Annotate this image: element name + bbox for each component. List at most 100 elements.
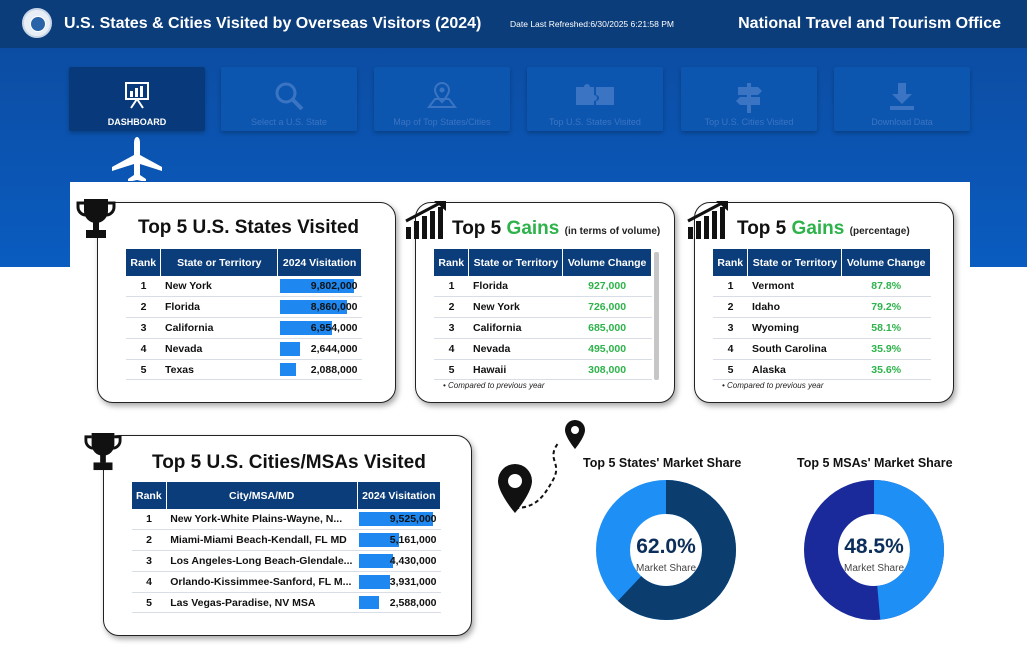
- col-visitation[interactable]: 2024 Visitation: [357, 482, 442, 509]
- header-bar: U.S. States & Cities Visited by Overseas…: [0, 0, 1027, 48]
- name-cell: New York: [468, 296, 563, 319]
- table-row[interactable]: 2 New York 726,000: [434, 296, 652, 319]
- col-visitation[interactable]: 2024 Visitation: [277, 249, 362, 276]
- name-cell: California: [160, 317, 278, 339]
- value-cell: 495,000: [562, 338, 652, 360]
- top-states-table: Rank State or Territory 2024 Visitation …: [126, 249, 362, 381]
- growth-chart-icon: [686, 199, 732, 246]
- name-cell: Wyoming: [747, 317, 842, 339]
- data-bar: [279, 300, 347, 315]
- rank-cell: 2: [126, 296, 161, 319]
- rank-cell: 4: [132, 571, 167, 593]
- col-state[interactable]: State or Territory: [160, 249, 279, 276]
- data-bar: [279, 341, 300, 356]
- table-row[interactable]: 3 California 685,000: [434, 317, 652, 339]
- top-cities-title: Top 5 U.S. Cities/MSAs Visited: [152, 452, 426, 473]
- nav-download-button[interactable]: Download Data: [834, 67, 970, 131]
- data-bar: [359, 574, 391, 589]
- table-row[interactable]: 4 Orlando-Kissimmee-Sanford, FL M... 3,931…: [132, 571, 441, 593]
- value-cell: 79.2%: [841, 296, 931, 319]
- rank-cell: 4: [126, 338, 161, 360]
- col-volume-change[interactable]: Volume Change: [841, 249, 931, 276]
- value-cell: 4,430,000: [357, 550, 441, 572]
- table-row[interactable]: 1 New York-White Plains-Wayne, N... 9,525,…: [132, 509, 441, 531]
- route-pins-icon: [495, 416, 590, 521]
- nav-select-state-button[interactable]: Select a U.S. State: [221, 67, 357, 131]
- table-row[interactable]: 5 Texas 2,088,000: [126, 359, 362, 381]
- data-bar: [279, 362, 296, 377]
- donut-main-segment[interactable]: [596, 480, 736, 620]
- value-text: 4,430,000: [389, 554, 437, 567]
- table-row[interactable]: 4 Nevada 495,000: [434, 338, 652, 360]
- table-row[interactable]: 3 Wyoming 58.1%: [713, 317, 931, 339]
- table-row[interactable]: 3 California 6,954,000: [126, 317, 362, 339]
- value-cell: 927,000: [562, 276, 652, 298]
- table-row[interactable]: 5 Alaska 35.6%: [713, 359, 931, 381]
- col-volume-change[interactable]: Volume Change: [562, 249, 652, 276]
- nav-map-button[interactable]: Map of Top States/Cities: [374, 67, 510, 131]
- nav-top-cities-button[interactable]: Top U.S. Cities Visited: [681, 67, 817, 131]
- table-row[interactable]: 1 New York 9,802,000: [126, 276, 362, 298]
- organization-name: National Travel and Tourism Office: [738, 15, 1001, 32]
- table-row[interactable]: 1 Vermont 87.8%: [713, 276, 931, 298]
- name-cell: New York-White Plains-Wayne, N...: [166, 509, 358, 531]
- table-row[interactable]: 2 Idaho 79.2%: [713, 296, 931, 319]
- msas-market-share-donut[interactable]: [804, 480, 944, 620]
- col-rank[interactable]: Rank: [126, 249, 162, 276]
- gains-volume-scrollbar[interactable]: [654, 252, 659, 380]
- value-cell: 5,161,000: [357, 529, 441, 552]
- name-cell: Vermont: [747, 276, 842, 298]
- airplane-icon: [108, 135, 166, 186]
- chart-board-icon: [124, 81, 150, 111]
- value-text: 2,088,000: [310, 363, 358, 376]
- map-pin-icon: [427, 81, 457, 111]
- trophy-icon: [84, 430, 122, 479]
- value-text: 6,954,000: [310, 321, 358, 334]
- name-cell: Alaska: [747, 359, 842, 381]
- donut-main-segment[interactable]: [804, 480, 944, 620]
- col-rank[interactable]: Rank: [434, 249, 470, 276]
- col-state[interactable]: State or Territory: [468, 249, 564, 276]
- table-row[interactable]: 3 Los Angeles-Long Beach-Glendale... 4,430…: [132, 550, 441, 572]
- rank-cell: 5: [713, 359, 748, 381]
- table-row[interactable]: 2 Florida 8,860,000: [126, 296, 362, 319]
- nav-dashboard-button[interactable]: DASHBOARD: [69, 67, 205, 131]
- states-market-share-donut[interactable]: [596, 480, 736, 620]
- refresh-timestamp: Date Last Refreshed:6/30/2025 6:21:58 PM: [510, 19, 674, 29]
- col-state[interactable]: State or Territory: [747, 249, 843, 276]
- value-cell: 8,860,000: [277, 296, 362, 319]
- name-cell: Nevada: [160, 338, 278, 360]
- name-cell: California: [468, 317, 563, 339]
- value-text: 9,525,000: [389, 513, 437, 526]
- table-row[interactable]: 2 Miami-Miami Beach-Kendall, FL MD 5,161,0…: [132, 529, 441, 552]
- table-row[interactable]: 4 Nevada 2,644,000: [126, 338, 362, 360]
- col-city[interactable]: City/MSA/MD: [166, 482, 358, 509]
- value-text: 5,161,000: [389, 534, 437, 547]
- data-bar: [279, 321, 332, 335]
- trophy-icon: [76, 197, 116, 246]
- rank-cell: 3: [434, 317, 469, 339]
- rank-cell: 2: [132, 529, 167, 552]
- value-text: 8,860,000: [310, 301, 358, 314]
- table-row[interactable]: 5 Hawaii 308,000: [434, 359, 652, 381]
- table-row[interactable]: 5 Las Vegas-Paradise, NV MSA 2,588,000: [132, 592, 441, 614]
- puzzle-icon: [574, 81, 616, 109]
- value-cell: 9,802,000: [277, 276, 362, 298]
- top-cities-table: Rank City/MSA/MD 2024 Visitation 1 New Yo…: [132, 482, 442, 614]
- data-bar: [279, 279, 354, 294]
- table-row[interactable]: 4 South Carolina 35.9%: [713, 338, 931, 360]
- col-rank[interactable]: Rank: [713, 249, 749, 276]
- rank-cell: 2: [434, 296, 469, 319]
- rank-cell: 3: [126, 317, 161, 339]
- name-cell: Las Vegas-Paradise, NV MSA: [166, 592, 358, 614]
- name-cell: Hawaii: [468, 359, 563, 381]
- value-cell: 308,000: [562, 359, 652, 381]
- rank-cell: 5: [126, 359, 161, 381]
- table-row[interactable]: 1 Florida 927,000: [434, 276, 652, 298]
- name-cell: Nevada: [468, 338, 563, 360]
- value-cell: 685,000: [562, 317, 652, 339]
- nav-top-states-button[interactable]: Top U.S. States Visited: [527, 67, 663, 131]
- col-rank[interactable]: Rank: [132, 482, 167, 509]
- page-title: U.S. States & Cities Visited by Overseas…: [64, 15, 482, 32]
